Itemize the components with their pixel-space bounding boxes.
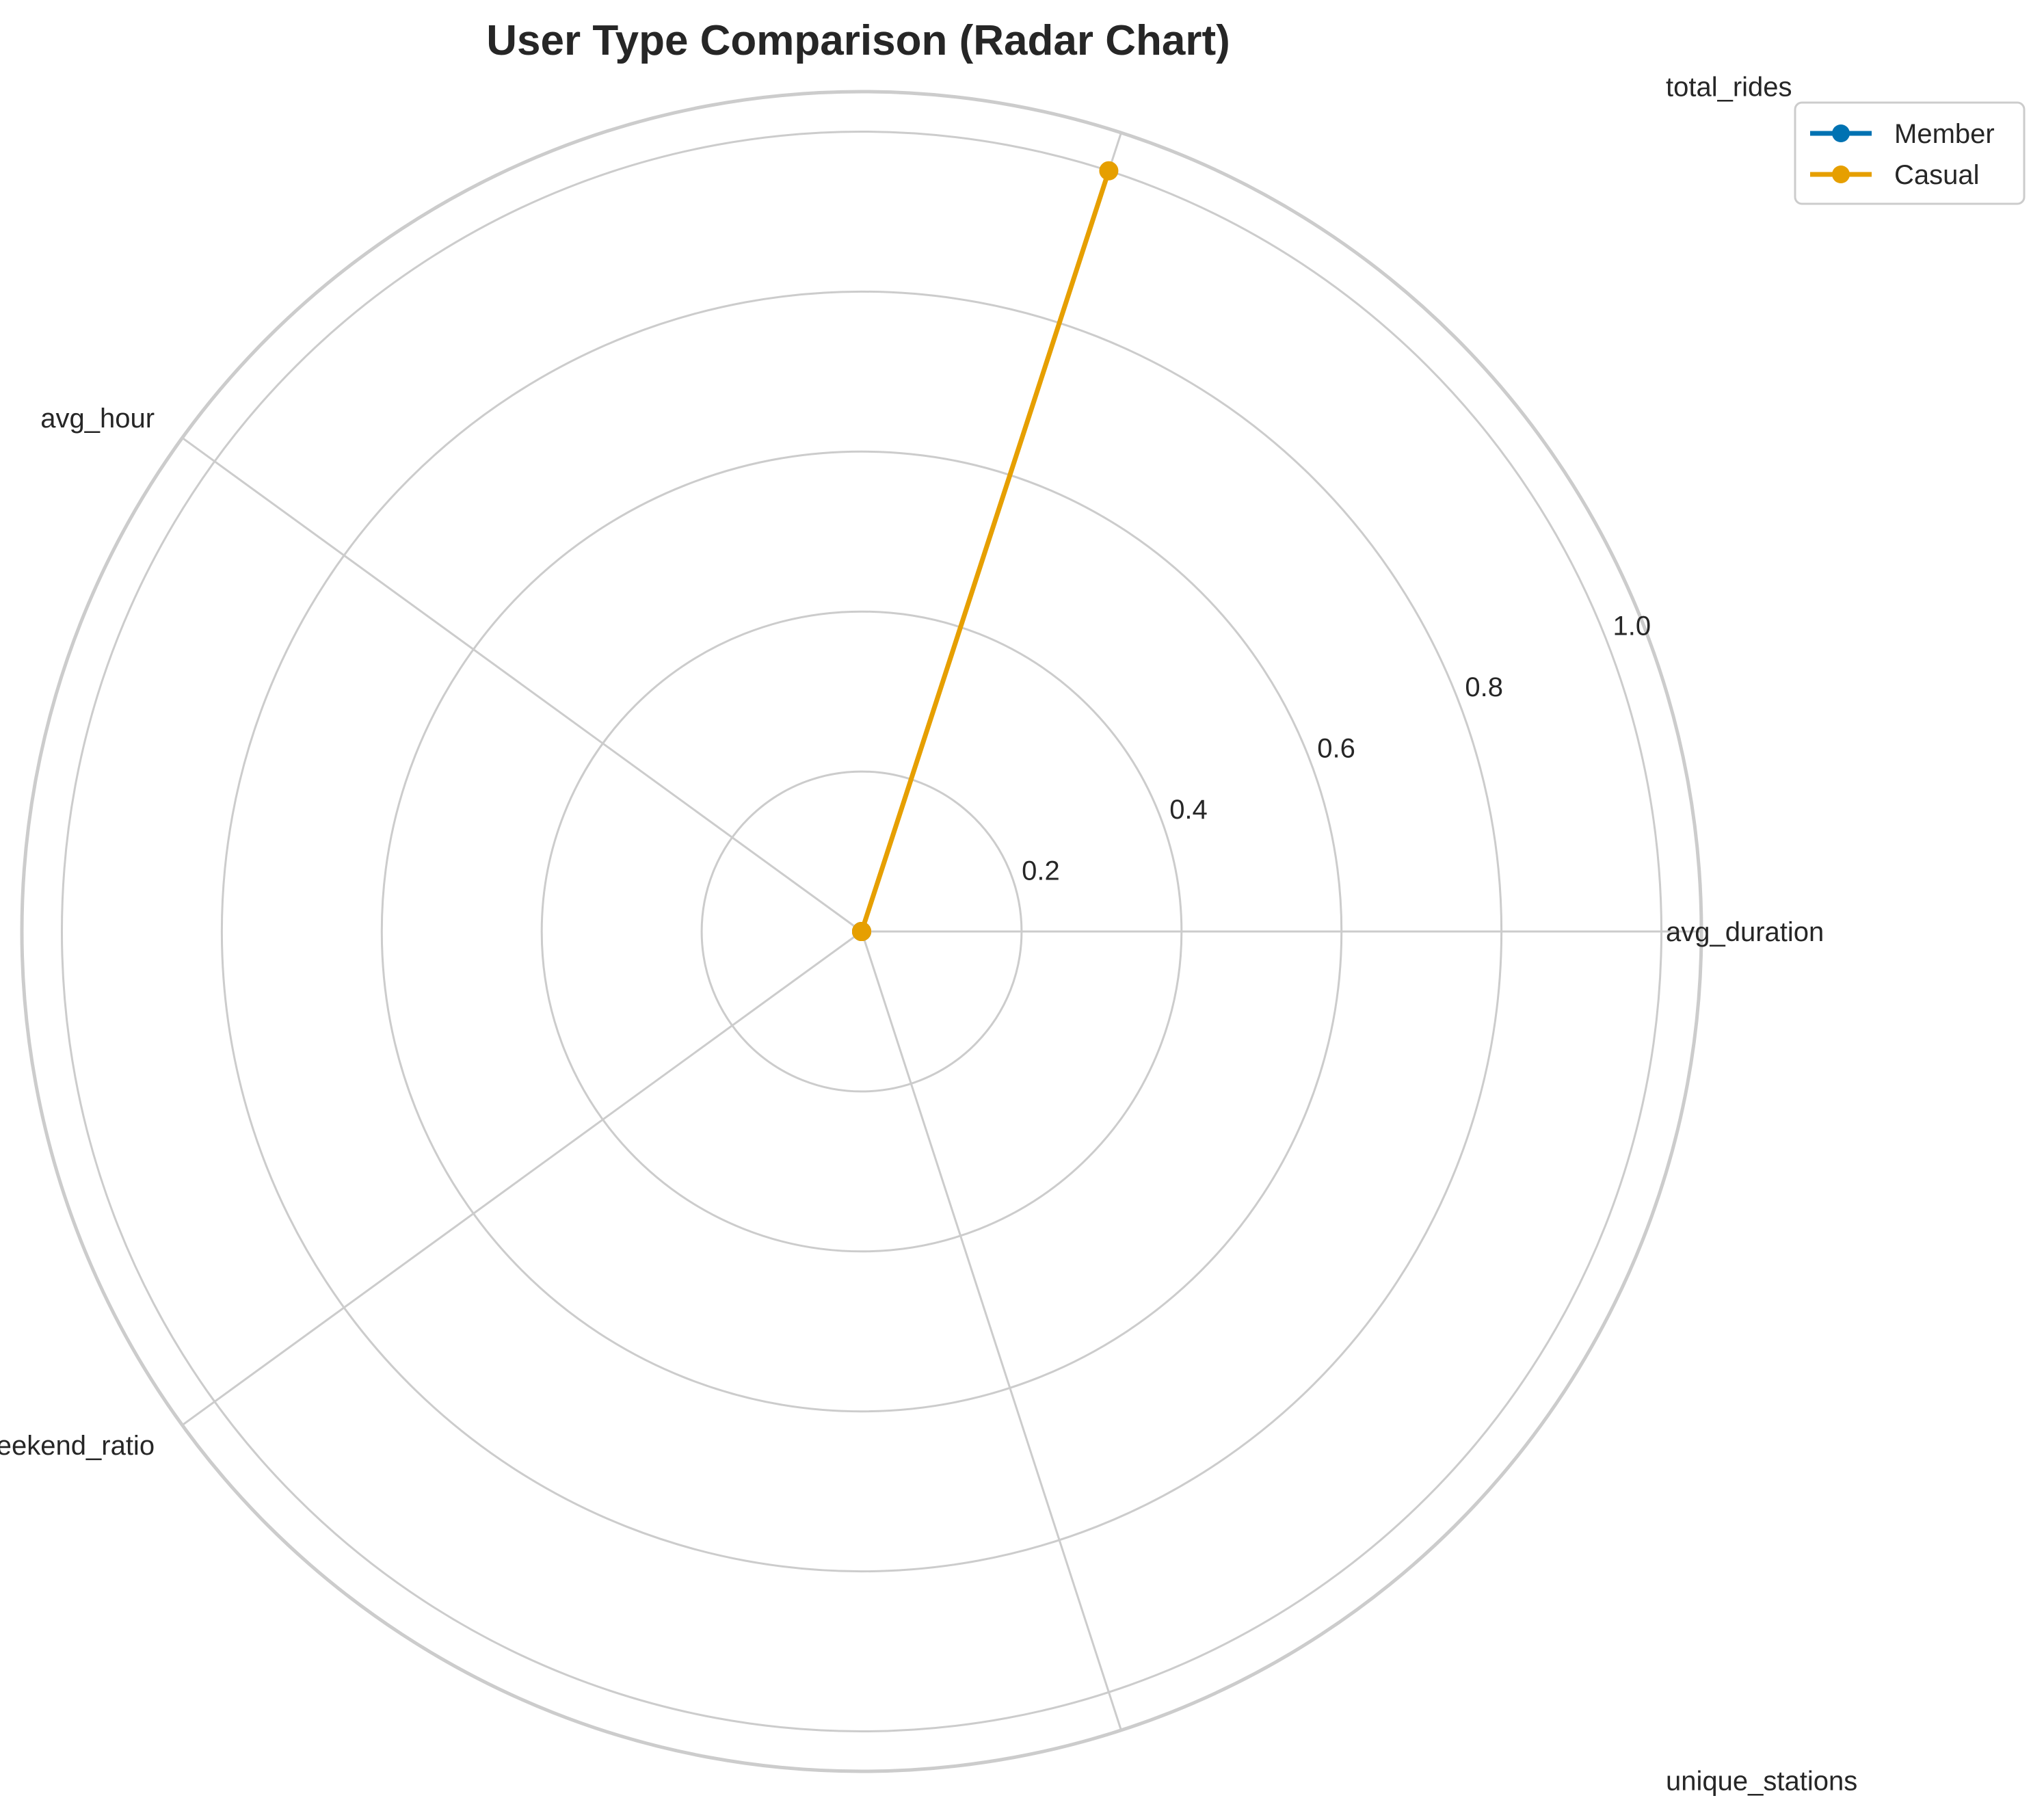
radar-labels: 0.2 0.4 0.6 0.8 1.0 avg_duration total_ridesav… [0, 72, 1857, 1797]
category-label-unique_stations: unique_stations [1666, 1766, 1857, 1796]
legend-marker-casual [1832, 166, 1850, 183]
spoke-avg_hour [181, 436, 862, 933]
legend-label-casual: Casual [1894, 160, 1980, 190]
spoke-weekend_ratio [181, 930, 862, 1427]
r-tick-label: 0.8 [1465, 672, 1503, 702]
legend: Member Casual [1794, 101, 2026, 205]
legend-marker-member [1832, 124, 1850, 142]
r-tick-label: 0.2 [1022, 856, 1060, 886]
legend-box [1794, 101, 2026, 205]
category-label-avg_hour: avg_hour [40, 404, 155, 434]
spoke-unique_stations [860, 931, 1122, 1731]
category-label-weekend_ratio: weekend_ratio [0, 1431, 155, 1461]
radar-series [852, 161, 1119, 941]
series-point-casual-total_rides [1099, 161, 1119, 181]
series-line-casual [859, 168, 1111, 933]
category-label-total_rides: total_rides [1666, 72, 1792, 103]
r-tick-label: 1.0 [1612, 611, 1651, 641]
r-tick-label: 0.4 [1169, 795, 1208, 825]
legend-label-member: Member [1894, 119, 1995, 149]
series-point-casual-unique_stations [852, 922, 871, 941]
radar-grid [20, 90, 1703, 1773]
r-tick-label: 0.6 [1317, 733, 1355, 763]
category-label-avg_duration: avg_duration [1666, 917, 1824, 947]
chart-title: User Type Comparison (Radar Chart) [486, 17, 1230, 64]
